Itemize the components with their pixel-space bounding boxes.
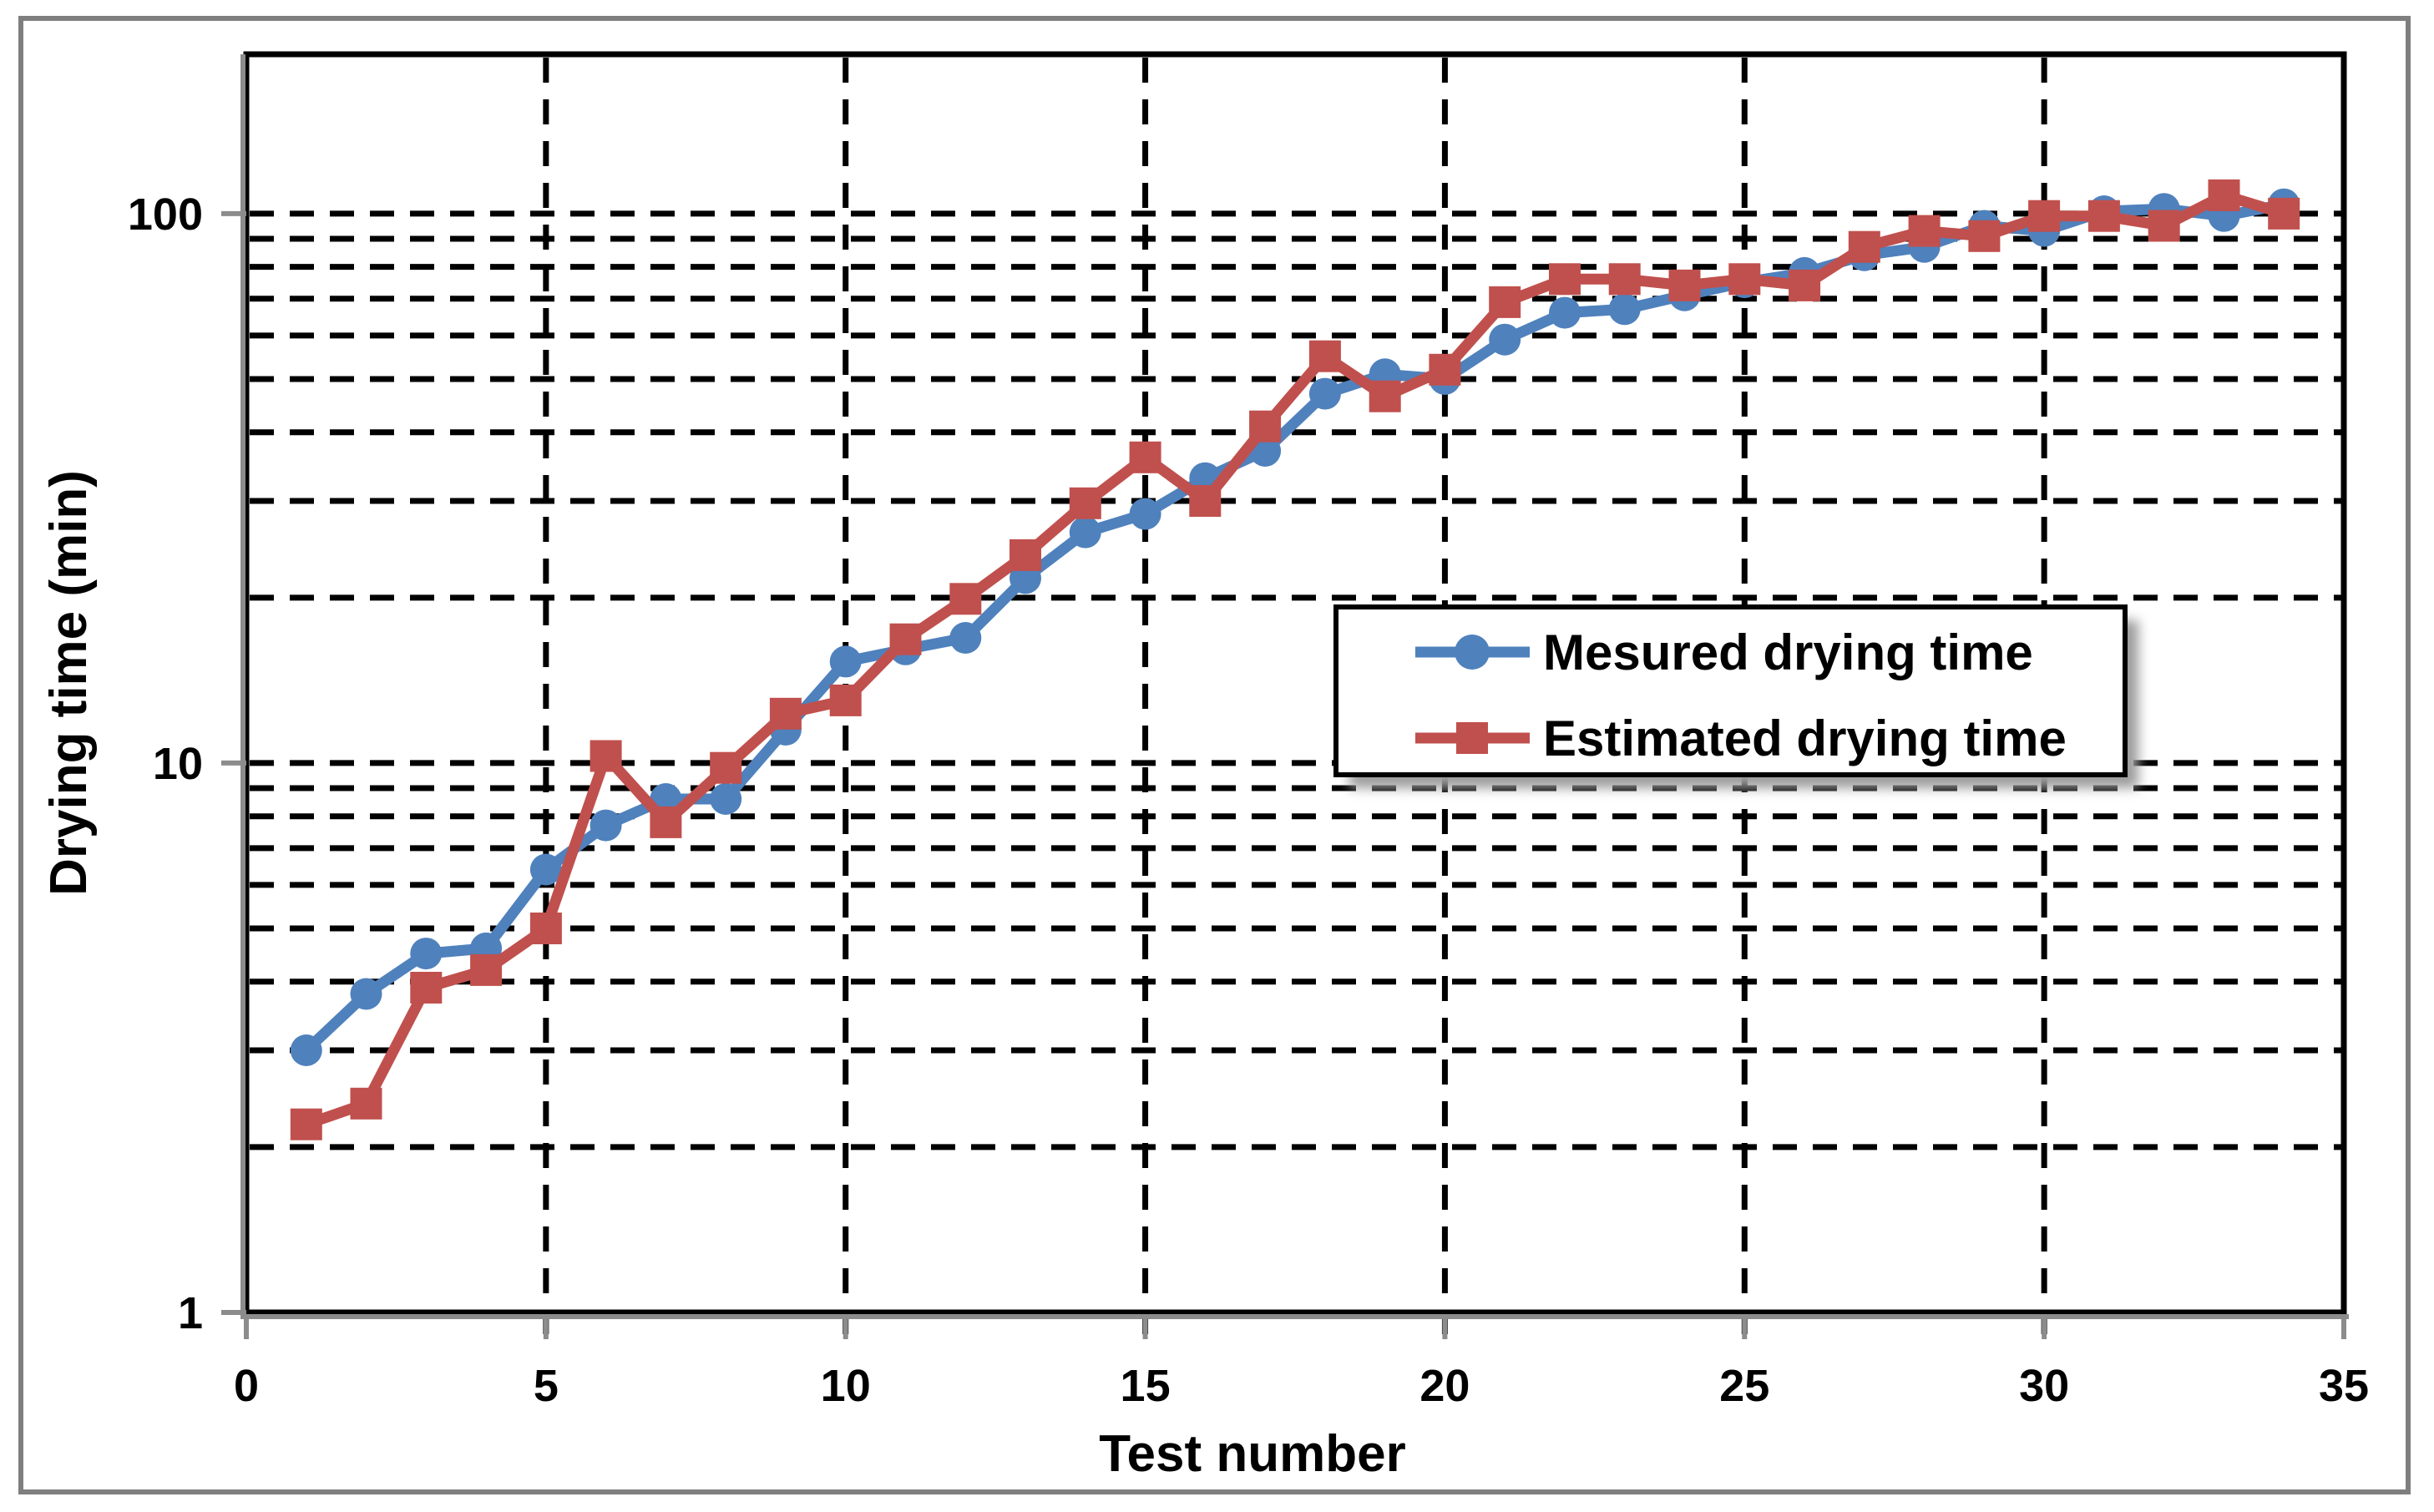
data-point-measured [350, 978, 382, 1010]
x-tick-label: 35 [2319, 1361, 2369, 1411]
data-point-estimated [1129, 441, 1161, 473]
legend-label-measured: Mesured drying time [1543, 625, 2033, 680]
data-point-estimated [2028, 200, 2061, 232]
data-point-measured [1069, 516, 1101, 549]
x-tick-label: 15 [1121, 1361, 1171, 1411]
data-point-estimated [470, 953, 503, 986]
y-axis-title: Drying time (min) [40, 470, 98, 896]
data-point-estimated [2087, 200, 2120, 232]
legend-item-measured: Mesured drying time [1415, 625, 2033, 680]
x-tick-label: 20 [1419, 1361, 1470, 1411]
data-point-estimated [1308, 340, 1341, 372]
legend-item-estimated: Estimated drying time [1415, 710, 2067, 766]
data-point-estimated [290, 1108, 322, 1140]
axis-lines [221, 51, 2349, 1339]
data-point-estimated [590, 740, 622, 772]
x-tick-label: 10 [821, 1361, 871, 1411]
data-point-estimated [889, 623, 922, 655]
data-point-measured [1549, 296, 1581, 329]
data-point-estimated [1010, 539, 1041, 571]
legend-square-marker-icon [1456, 722, 1488, 754]
x-tick-label: 25 [1719, 1361, 1769, 1411]
data-point-estimated [1189, 485, 1222, 517]
y-tick-label: 1 [178, 1288, 203, 1338]
data-point-measured [1608, 293, 1641, 326]
data-point-estimated [1668, 269, 1701, 301]
data-point-estimated [1069, 487, 1101, 519]
data-point-estimated [1848, 230, 1880, 263]
data-point-estimated [1608, 263, 1641, 296]
data-point-estimated [949, 583, 982, 615]
data-point-estimated [1968, 220, 2001, 252]
data-point-estimated [1908, 215, 1941, 247]
plot-border [243, 51, 2347, 1316]
data-point-estimated [1789, 269, 1821, 301]
data-point-measured [410, 938, 443, 970]
data-point-estimated [350, 1087, 382, 1120]
series-line-estimated [301, 190, 2290, 1130]
data-point-estimated [1429, 353, 1461, 386]
data-point-estimated [1489, 286, 1521, 318]
data-point-estimated [529, 913, 562, 944]
data-point-measured [949, 622, 982, 654]
data-point-measured [829, 645, 862, 678]
legend-circle-marker-icon [1455, 635, 1490, 670]
data-point-estimated [650, 806, 682, 838]
y-tick-label: 100 [128, 190, 203, 240]
data-point-estimated [410, 972, 443, 1004]
y-tick-label: 10 [153, 739, 203, 789]
data-point-estimated [1249, 410, 1282, 442]
data-series [290, 179, 2300, 1140]
data-point-estimated [2148, 210, 2180, 242]
x-tick-label: 0 [234, 1361, 259, 1411]
x-axis-title: Test number [1099, 1425, 1405, 1483]
legend-label-estimated: Estimated drying time [1543, 710, 2067, 766]
data-point-estimated [2268, 197, 2300, 230]
data-point-measured [1308, 377, 1341, 410]
x-tick-label: 5 [534, 1361, 559, 1411]
data-point-estimated [769, 697, 802, 730]
data-point-measured [1129, 498, 1161, 530]
x-tick-label: 30 [2019, 1361, 2069, 1411]
data-point-measured [710, 783, 742, 815]
data-point-estimated [710, 751, 742, 784]
chart-outer-border [18, 16, 2411, 1494]
tick-labels: 0 5 10 15 20 25 30 35 1 10 100 [128, 190, 2369, 1411]
data-point-measured [529, 853, 562, 886]
data-point-estimated [1369, 380, 1401, 412]
data-point-estimated [1549, 263, 1581, 296]
data-point-estimated [2208, 179, 2240, 211]
data-point-measured [1489, 323, 1521, 356]
legend: Mesured drying time Estimated drying tim… [1333, 604, 2138, 788]
data-point-estimated [829, 684, 862, 716]
data-point-measured [590, 809, 622, 842]
data-point-estimated [1728, 263, 1761, 296]
data-point-measured [290, 1034, 322, 1066]
